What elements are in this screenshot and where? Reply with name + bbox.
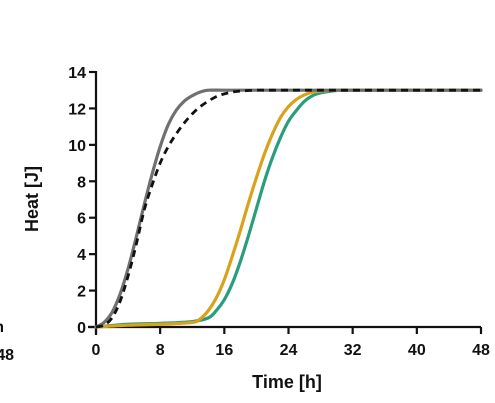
left-fragment-top: n (0, 319, 4, 336)
y-tick-label: 10 (68, 138, 86, 155)
left-fragment-bottom: 48 (0, 347, 14, 364)
y-tick-label: 12 (68, 101, 86, 118)
x-axis-title: Time [h] (252, 372, 322, 392)
y-tick-label: 0 (77, 320, 86, 337)
x-tick-label: 48 (472, 342, 490, 359)
series-layer (94, 88, 483, 329)
y-tick-label: 8 (77, 174, 86, 191)
x-tick-label: 8 (156, 342, 165, 359)
y-tick-label: 2 (77, 284, 86, 301)
y-tick-label: 6 (77, 211, 86, 228)
series-line-0 (94, 88, 483, 329)
x-tick-label: 32 (344, 342, 362, 359)
series-line-3 (94, 88, 483, 329)
x-tick-label: 16 (215, 342, 233, 359)
y-axis-title: Heat [J] (22, 166, 42, 232)
series-line-2 (94, 88, 483, 329)
x-tick-label: 0 (92, 342, 101, 359)
y-tick-label: 4 (77, 247, 86, 264)
series-line-1 (95, 88, 481, 329)
x-tick-label: 40 (408, 342, 426, 359)
y-tick-label: 14 (68, 65, 86, 82)
x-tick-label: 24 (280, 342, 298, 359)
